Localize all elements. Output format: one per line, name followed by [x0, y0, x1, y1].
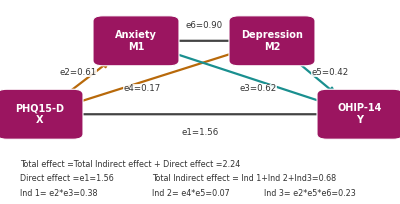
FancyBboxPatch shape — [317, 89, 400, 139]
Text: Total effect =Total Indirect effect + Direct effect =2.24: Total effect =Total Indirect effect + Di… — [20, 160, 240, 169]
Text: e1=1.56: e1=1.56 — [181, 128, 219, 137]
Text: Ind 3= e2*e5*e6=0.23: Ind 3= e2*e5*e6=0.23 — [264, 189, 356, 198]
Text: e2=0.61: e2=0.61 — [59, 68, 97, 77]
Text: Ind 2= e4*e5=0.07: Ind 2= e4*e5=0.07 — [152, 189, 230, 198]
FancyBboxPatch shape — [93, 16, 179, 66]
Text: e5=0.42: e5=0.42 — [311, 68, 349, 77]
Text: e6=0.90: e6=0.90 — [186, 21, 222, 30]
Text: e4=0.17: e4=0.17 — [123, 84, 161, 93]
Text: Direct effect =e1=1.56: Direct effect =e1=1.56 — [20, 174, 114, 183]
FancyBboxPatch shape — [229, 16, 315, 66]
Text: PHQ15-D
X: PHQ15-D X — [16, 103, 64, 125]
Text: Depression
M2: Depression M2 — [241, 30, 303, 52]
Text: e3=0.62: e3=0.62 — [239, 84, 277, 93]
Text: Ind 1= e2*e3=0.38: Ind 1= e2*e3=0.38 — [20, 189, 98, 198]
Text: Anxiety
M1: Anxiety M1 — [115, 30, 157, 52]
Text: OHIP-14
Y: OHIP-14 Y — [338, 103, 382, 125]
Text: Total Indirect effect = Ind 1+Ind 2+Ind3=0.68: Total Indirect effect = Ind 1+Ind 2+Ind3… — [152, 174, 336, 183]
FancyBboxPatch shape — [0, 89, 83, 139]
